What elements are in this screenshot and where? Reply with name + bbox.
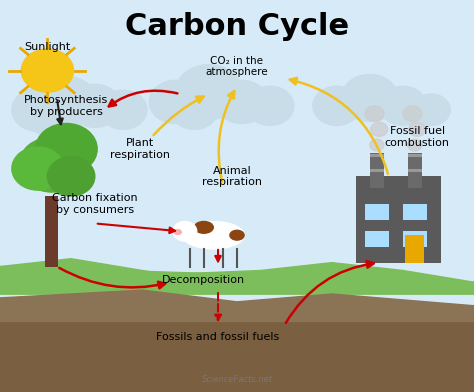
Circle shape bbox=[149, 80, 201, 123]
Circle shape bbox=[36, 123, 97, 174]
Circle shape bbox=[403, 106, 422, 122]
Ellipse shape bbox=[185, 223, 242, 248]
Text: Animal
respiration: Animal respiration bbox=[202, 165, 262, 187]
Circle shape bbox=[175, 65, 242, 120]
Circle shape bbox=[313, 86, 360, 125]
Circle shape bbox=[12, 147, 64, 190]
Polygon shape bbox=[0, 314, 474, 392]
Text: Fossil fuel
combustion: Fossil fuel combustion bbox=[384, 126, 450, 148]
FancyArrowPatch shape bbox=[59, 268, 165, 288]
Text: Sunlight: Sunlight bbox=[24, 42, 71, 52]
Text: Carbon fixation
by consumers: Carbon fixation by consumers bbox=[52, 193, 137, 215]
Text: ScienceFacts.net: ScienceFacts.net bbox=[201, 375, 273, 384]
Ellipse shape bbox=[230, 230, 244, 240]
FancyBboxPatch shape bbox=[356, 176, 441, 263]
Text: Decomposition: Decomposition bbox=[162, 275, 246, 285]
Text: Carbon Cycle: Carbon Cycle bbox=[125, 12, 349, 41]
Circle shape bbox=[173, 221, 197, 241]
FancyArrowPatch shape bbox=[286, 261, 374, 323]
FancyArrowPatch shape bbox=[290, 78, 388, 174]
Circle shape bbox=[371, 122, 388, 136]
FancyBboxPatch shape bbox=[403, 231, 427, 247]
FancyBboxPatch shape bbox=[370, 154, 384, 157]
FancyBboxPatch shape bbox=[370, 169, 384, 172]
Circle shape bbox=[28, 98, 76, 137]
Circle shape bbox=[216, 80, 268, 123]
Ellipse shape bbox=[194, 221, 213, 233]
FancyBboxPatch shape bbox=[45, 196, 58, 267]
Text: Photosynthesis
by producers: Photosynthesis by producers bbox=[24, 95, 109, 117]
Polygon shape bbox=[0, 290, 474, 321]
Text: Plant
respiration: Plant respiration bbox=[110, 138, 170, 160]
Circle shape bbox=[12, 88, 64, 131]
Circle shape bbox=[47, 157, 95, 196]
FancyBboxPatch shape bbox=[405, 235, 424, 263]
Circle shape bbox=[341, 74, 398, 122]
Circle shape bbox=[412, 94, 450, 125]
Circle shape bbox=[365, 106, 384, 122]
Circle shape bbox=[409, 122, 426, 136]
Circle shape bbox=[370, 139, 384, 151]
Circle shape bbox=[69, 84, 121, 127]
Circle shape bbox=[171, 90, 218, 129]
Circle shape bbox=[379, 86, 427, 125]
FancyBboxPatch shape bbox=[408, 169, 422, 172]
Circle shape bbox=[19, 137, 85, 192]
Circle shape bbox=[21, 49, 73, 92]
Circle shape bbox=[36, 76, 97, 127]
FancyBboxPatch shape bbox=[408, 154, 422, 157]
FancyArrowPatch shape bbox=[219, 91, 234, 181]
Ellipse shape bbox=[174, 230, 181, 234]
FancyBboxPatch shape bbox=[365, 231, 389, 247]
FancyArrowPatch shape bbox=[154, 96, 203, 135]
Ellipse shape bbox=[182, 221, 244, 249]
FancyBboxPatch shape bbox=[365, 204, 389, 220]
Polygon shape bbox=[0, 259, 474, 294]
Circle shape bbox=[408, 139, 422, 151]
Text: Fossils and fossil fuels: Fossils and fossil fuels bbox=[156, 332, 280, 342]
FancyBboxPatch shape bbox=[403, 204, 427, 220]
Text: CO₂ in the
atmosphere: CO₂ in the atmosphere bbox=[206, 56, 268, 78]
FancyArrowPatch shape bbox=[109, 91, 177, 106]
FancyBboxPatch shape bbox=[370, 153, 384, 188]
Circle shape bbox=[100, 90, 147, 129]
FancyBboxPatch shape bbox=[408, 153, 422, 188]
Circle shape bbox=[246, 86, 294, 125]
